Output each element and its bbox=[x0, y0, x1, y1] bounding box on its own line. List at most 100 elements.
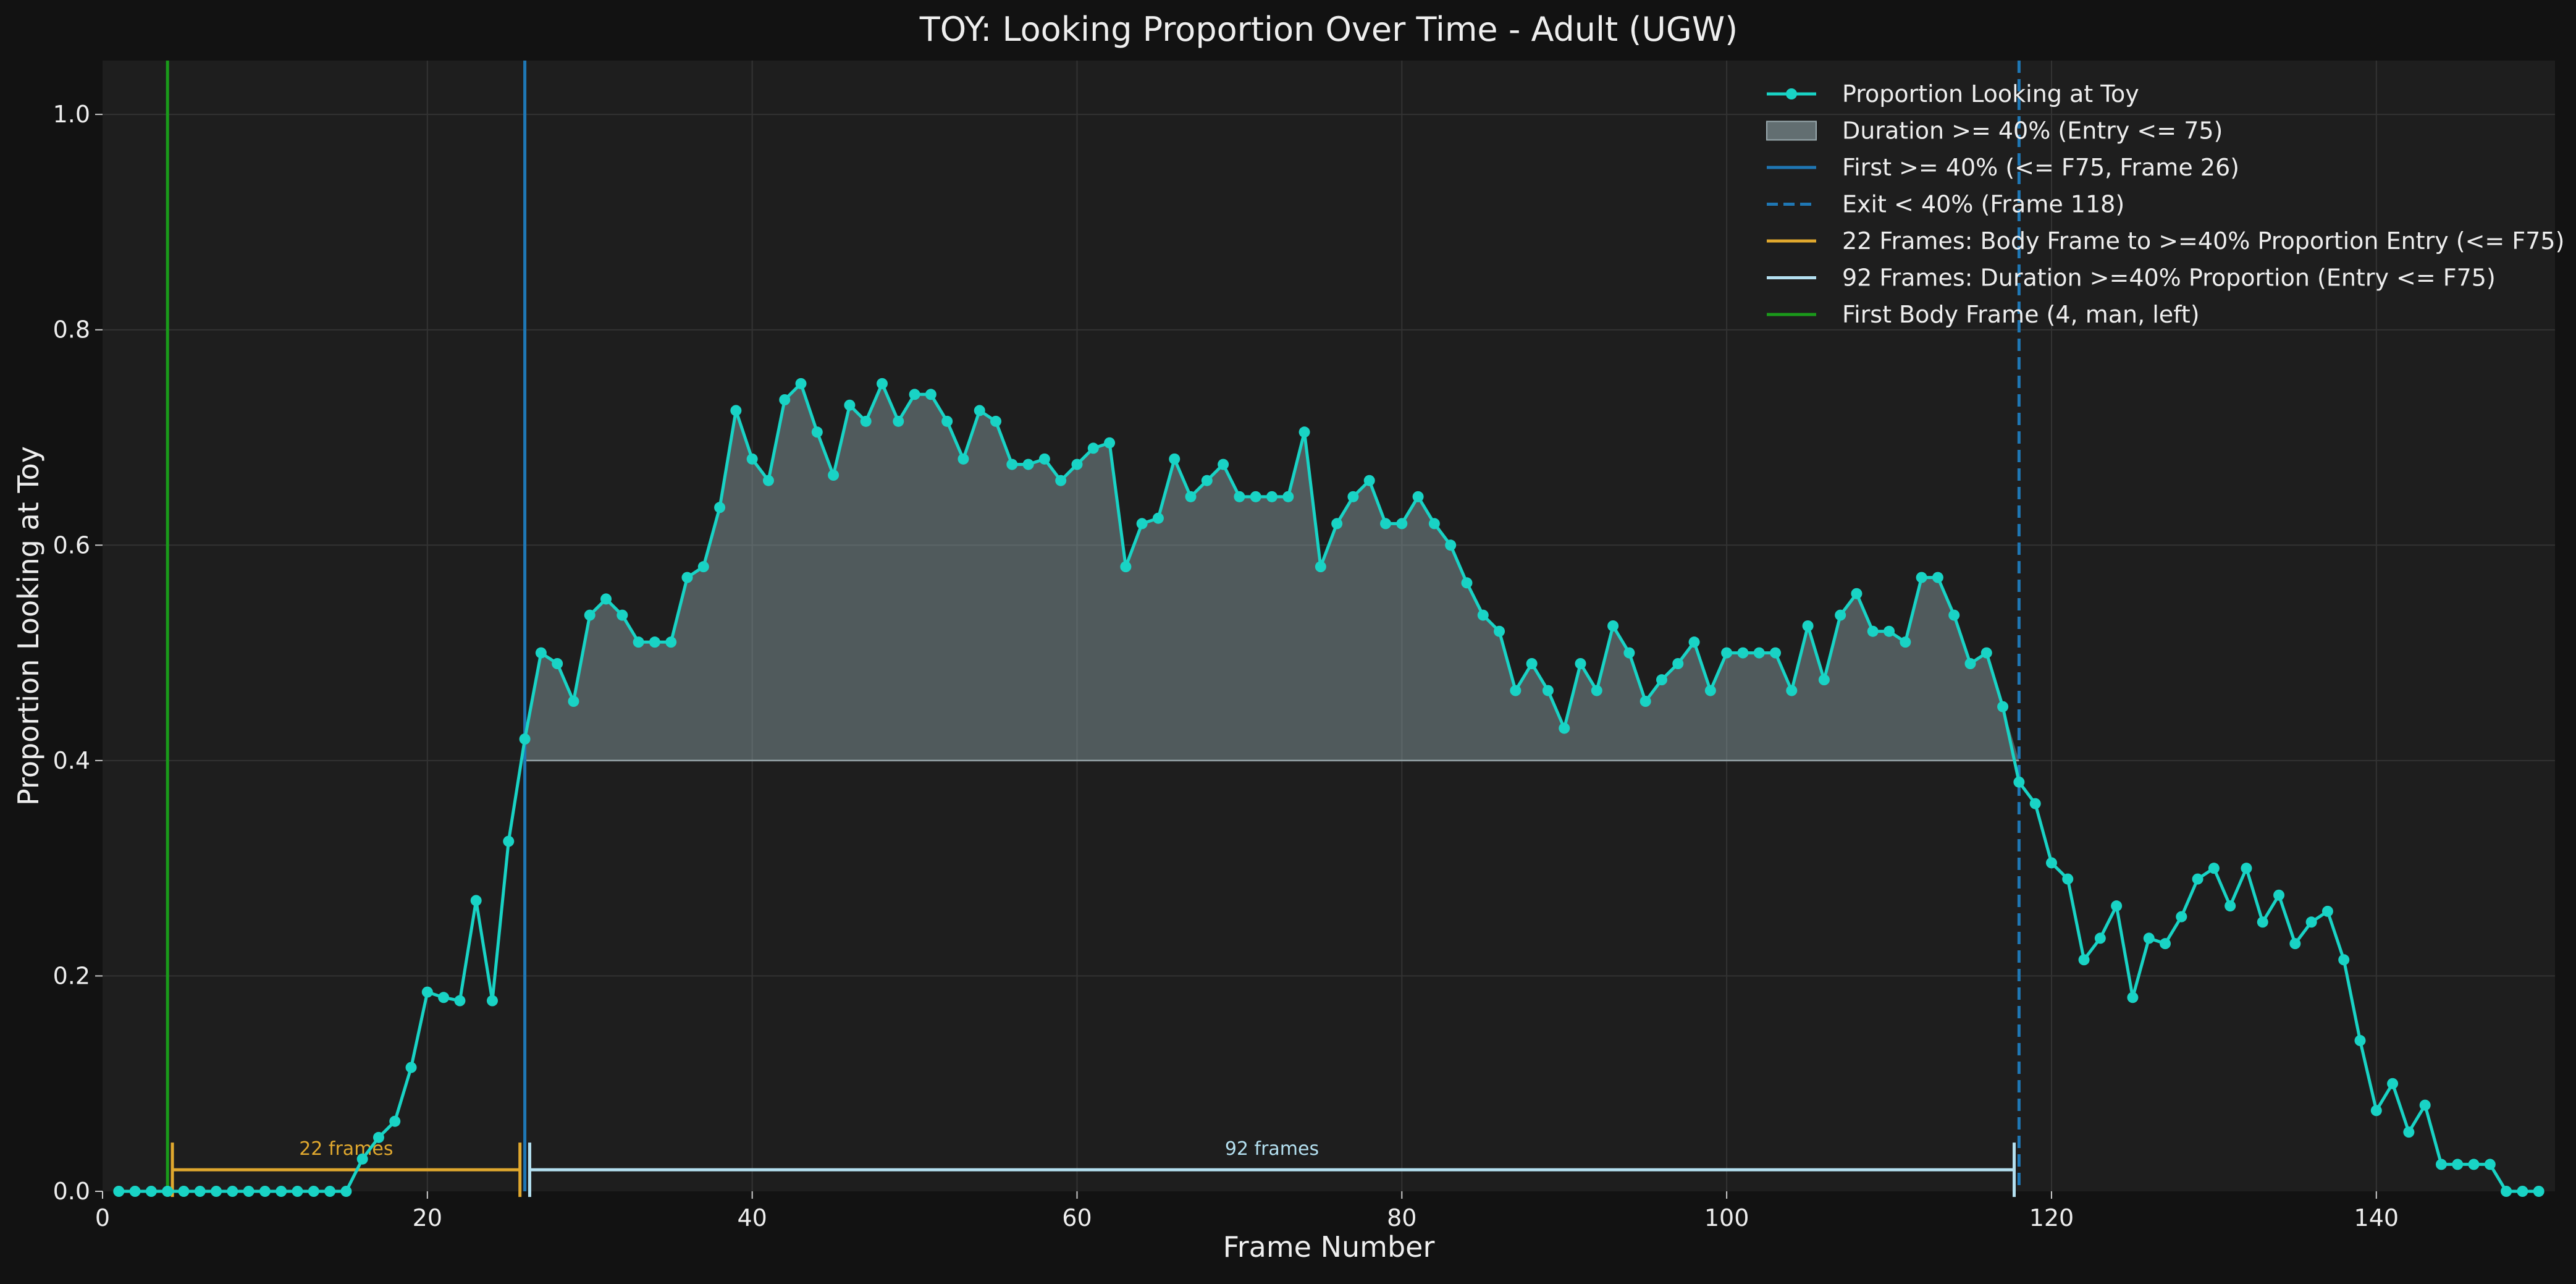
data-point bbox=[941, 415, 953, 427]
data-point bbox=[1997, 701, 2009, 712]
data-point bbox=[470, 895, 482, 906]
data-point bbox=[714, 502, 726, 513]
data-point bbox=[2517, 1186, 2528, 1197]
data-point bbox=[1055, 475, 1067, 486]
data-point bbox=[1900, 636, 1911, 648]
data-point bbox=[1445, 539, 1457, 551]
data-point bbox=[438, 992, 450, 1003]
y-tick-label: 1.0 bbox=[53, 101, 90, 128]
y-tick-label: 0.8 bbox=[53, 316, 90, 344]
legend-label: First >= 40% (<= F75, Frame 26) bbox=[1842, 154, 2239, 181]
data-point bbox=[292, 1186, 303, 1197]
data-point bbox=[1006, 458, 1018, 470]
data-point bbox=[990, 415, 1002, 427]
data-point bbox=[2111, 900, 2123, 912]
data-point bbox=[552, 658, 563, 669]
legend-entry: Duration >= 40% (Entry <= 75) bbox=[1766, 117, 2223, 145]
annotation-body-to-entry: 22 frames bbox=[170, 1138, 522, 1197]
legend-entry: First Body Frame (4, man, left) bbox=[1767, 301, 2200, 328]
legend: Proportion Looking at Toy Duration >= 40%… bbox=[1766, 80, 2564, 328]
x-tick-label: 60 bbox=[1062, 1204, 1092, 1231]
data-point bbox=[356, 1153, 368, 1165]
data-point bbox=[1412, 491, 1424, 502]
data-point bbox=[1494, 625, 1505, 637]
data-point bbox=[1510, 685, 1522, 696]
data-point bbox=[1704, 685, 1716, 696]
x-tick-label: 20 bbox=[413, 1204, 442, 1231]
data-point bbox=[2062, 873, 2074, 885]
data-point bbox=[2143, 932, 2155, 944]
data-point bbox=[340, 1186, 352, 1197]
data-point bbox=[1250, 491, 1261, 502]
data-point bbox=[2127, 992, 2139, 1003]
plot-background bbox=[103, 61, 2555, 1191]
legend-label: Duration >= 40% (Entry <= 75) bbox=[1842, 117, 2223, 145]
data-point bbox=[2257, 916, 2268, 928]
data-point bbox=[909, 389, 920, 400]
x-tick-label: 80 bbox=[1387, 1204, 1416, 1231]
legend-entry: 22 Frames: Body Frame to >=40% Proportio… bbox=[1767, 227, 2564, 255]
data-point bbox=[389, 1115, 401, 1127]
data-point bbox=[1607, 620, 1619, 631]
data-point bbox=[1218, 458, 1229, 470]
data-point bbox=[2533, 1186, 2544, 1197]
data-point bbox=[2419, 1099, 2431, 1111]
y-tick-label: 0.0 bbox=[53, 1178, 90, 1205]
data-point bbox=[1234, 491, 1245, 502]
data-point bbox=[2176, 911, 2187, 923]
data-point bbox=[893, 415, 904, 427]
data-point bbox=[633, 636, 644, 648]
data-point bbox=[1071, 458, 1083, 470]
data-point bbox=[1770, 647, 1782, 659]
data-point bbox=[276, 1186, 287, 1197]
data-point bbox=[2501, 1186, 2512, 1197]
annotations: 22 frames 92 frames bbox=[170, 1138, 2016, 1197]
data-point bbox=[405, 1062, 417, 1073]
data-point bbox=[746, 453, 758, 465]
data-point bbox=[617, 609, 628, 621]
threshold-fill-region bbox=[524, 383, 2019, 762]
data-point bbox=[795, 378, 807, 389]
data-point bbox=[2387, 1078, 2399, 1089]
data-point bbox=[649, 636, 660, 648]
y-axis-label: Proportion Looking at Toy bbox=[12, 446, 45, 806]
x-tick-label: 0 bbox=[95, 1204, 110, 1231]
data-point bbox=[1104, 437, 1116, 449]
data-point bbox=[1461, 577, 1473, 589]
data-point bbox=[1152, 512, 1164, 524]
x-tick-label: 100 bbox=[1704, 1204, 1749, 1231]
grid bbox=[103, 61, 2555, 1191]
data-point bbox=[2484, 1159, 2496, 1170]
data-point bbox=[454, 995, 466, 1007]
data-point bbox=[1120, 561, 1132, 573]
legend-label: First Body Frame (4, man, left) bbox=[1842, 301, 2200, 328]
x-tick-label: 120 bbox=[2029, 1204, 2074, 1231]
data-point bbox=[2305, 916, 2317, 928]
data-point bbox=[1136, 518, 1148, 530]
data-point bbox=[2370, 1105, 2382, 1117]
data-point bbox=[1786, 685, 1798, 696]
y-tick-label: 0.2 bbox=[53, 962, 90, 989]
fill-area bbox=[524, 383, 2019, 761]
legend-label: Proportion Looking at Toy bbox=[1842, 80, 2139, 108]
x-axis-label: Frame Number bbox=[1223, 1230, 1435, 1264]
data-point bbox=[519, 733, 531, 745]
data-point bbox=[584, 609, 596, 621]
data-point bbox=[1884, 625, 1895, 637]
data-point bbox=[1753, 647, 1765, 659]
legend-entry: Exit < 40% (Frame 118) bbox=[1767, 191, 2124, 218]
data-point bbox=[227, 1186, 238, 1197]
data-point bbox=[243, 1186, 255, 1197]
data-point bbox=[2241, 863, 2252, 874]
series-proportion-looking bbox=[113, 378, 2544, 1197]
data-point bbox=[129, 1186, 141, 1197]
data-point bbox=[1835, 609, 1846, 621]
data-point bbox=[1623, 647, 1635, 659]
data-point bbox=[2078, 954, 2090, 966]
legend-swatch bbox=[1766, 120, 1817, 141]
data-point bbox=[1656, 674, 1667, 686]
data-point bbox=[1688, 636, 1700, 648]
data-point bbox=[876, 378, 888, 389]
